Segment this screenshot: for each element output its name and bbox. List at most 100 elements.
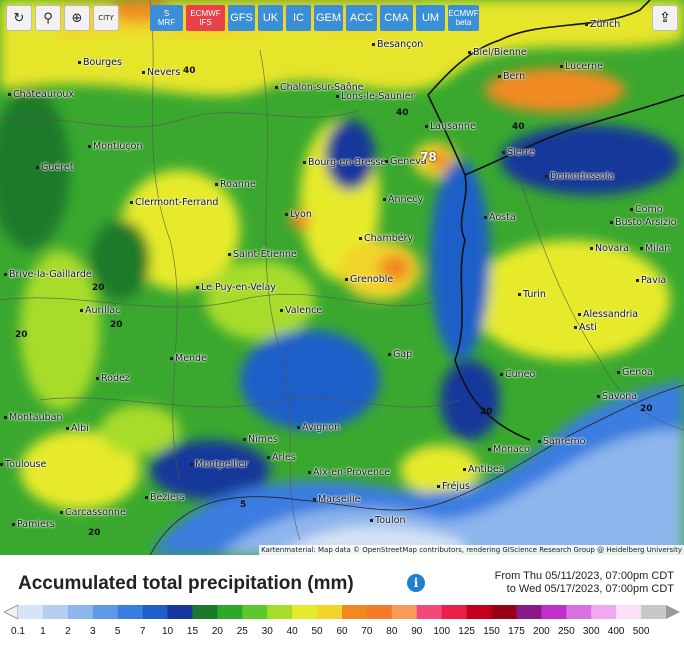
model-label: S — [163, 9, 170, 18]
city-label: Fréjus — [437, 482, 470, 492]
contour-label: 40 — [512, 122, 525, 132]
zoom-icon[interactable]: ⊕ — [64, 5, 90, 31]
legend-value: 30 — [261, 626, 273, 637]
model-button-um[interactable]: UM — [416, 5, 445, 31]
city-label: Rodez — [96, 374, 130, 384]
model-button-s-mrf[interactable]: S MRF — [150, 5, 183, 31]
date-from: From Thu 05/11/2023, 07:00pm CDT — [494, 570, 674, 582]
city-label: Sierre — [502, 148, 535, 158]
city-label: Geneva — [385, 157, 427, 167]
city-label: Domodossola — [545, 172, 614, 182]
city-label: Bern — [498, 72, 525, 82]
info-icon[interactable]: i — [407, 574, 425, 592]
legend-value: 0.1 — [11, 626, 25, 637]
share-icon[interactable]: ⇪ — [652, 5, 678, 31]
legend-value: 70 — [361, 626, 373, 637]
city-label: Alessandria — [578, 310, 638, 320]
model-button-ecmwf-ifs[interactable]: ECMWF IFS — [186, 5, 225, 31]
contour-label: 40 — [396, 108, 409, 118]
city-label: Novara — [590, 244, 629, 254]
city-label: Cuneo — [500, 370, 535, 380]
city-label: Milan — [640, 244, 670, 254]
contour-label: 20 — [92, 283, 105, 293]
legend-swatch — [267, 605, 293, 619]
map-attribution: Kartenmaterial: Map data © OpenStreetMap… — [259, 545, 684, 555]
model-button-cma[interactable]: CMA — [380, 5, 413, 31]
legend-swatch — [217, 605, 243, 619]
city-label: Nîmes — [243, 435, 278, 445]
max-value-label: 78 — [420, 150, 437, 164]
legend-swatch — [441, 605, 468, 619]
legend-swatch — [242, 605, 268, 619]
model-label: ECMWF — [190, 9, 221, 18]
contour-label: 20 — [88, 528, 101, 538]
city-label: Toulon — [370, 516, 406, 526]
model-button-ic[interactable]: IC — [286, 5, 311, 31]
legend-swatch — [92, 605, 119, 619]
city-label: Lucerne — [560, 62, 603, 72]
city-label: Albi — [66, 424, 89, 434]
legend-value: 60 — [336, 626, 348, 637]
location-pin-icon[interactable]: ⚲ — [35, 5, 61, 31]
city-label: Monaco — [488, 445, 530, 455]
city-label: Pavia — [636, 276, 666, 286]
legend-swatch — [317, 605, 343, 619]
legend-value: 250 — [557, 626, 575, 637]
legend-value: 200 — [533, 626, 550, 637]
legend-value: 100 — [433, 626, 451, 637]
legend-value: 5 — [114, 626, 121, 637]
city-label: Grenoble — [345, 275, 393, 285]
legend-value: 400 — [607, 626, 625, 637]
legend-value: 2 — [65, 626, 71, 637]
legend-title: Accumulated total precipitation (mm) — [18, 573, 354, 594]
legend-value: 175 — [508, 626, 525, 637]
city-label: Valence — [280, 306, 322, 316]
city-label: Arles — [267, 453, 296, 463]
color-legend — [4, 604, 680, 620]
city-label: Aix-en-Provence — [308, 468, 390, 478]
model-button-ecmwf-beta[interactable]: ECMWF beta — [448, 5, 479, 31]
legend-labels: 0.1 1 2 3 5 7 10 15 20 25 30 40 50 60 70 80 90 100 125 150 1… — [0, 626, 684, 640]
refresh-icon[interactable]: ↻ — [6, 5, 32, 31]
legend-value: 300 — [582, 626, 600, 637]
legend-swatch — [566, 605, 592, 619]
legend-value: 80 — [386, 626, 398, 637]
model-label: ECMWF — [448, 9, 479, 18]
city-label: Genoa — [617, 368, 653, 378]
model-sublabel: IFS — [199, 18, 212, 27]
city-label: Aosta — [484, 213, 516, 223]
city-label: Annecy — [383, 195, 423, 205]
legend-swatch — [292, 605, 318, 619]
city-label: Sanremo — [538, 437, 585, 447]
legend-swatch — [192, 605, 218, 619]
model-button-uk[interactable]: UK — [258, 5, 283, 31]
city-label: Pamiers — [12, 520, 55, 530]
city-label: Roanne — [215, 180, 256, 190]
city-label: Lyon — [285, 210, 312, 220]
city-label: Montpellier — [190, 460, 248, 470]
city-label: Busto Arsizio — [610, 218, 676, 228]
city-label: Béziers — [145, 493, 185, 503]
legend-value: 1 — [40, 626, 46, 637]
legend-swatch — [67, 605, 94, 619]
city-label: Gap — [388, 350, 412, 360]
legend-value: 15 — [186, 626, 199, 637]
model-button-acc[interactable]: ACC — [346, 5, 377, 31]
city-label: Savona — [597, 392, 637, 402]
legend-swatch — [491, 605, 517, 619]
city-toggle-button[interactable]: CITY — [93, 5, 119, 31]
model-button-gem[interactable]: GEM — [314, 5, 343, 31]
precipitation-map[interactable]: ↻ ⚲ ⊕ CITY S MRF ECMWF IFS GFS UK IC GEM ACC CMA U… — [0, 0, 684, 555]
city-label: Turin — [518, 290, 546, 300]
city-label: Chambéry — [359, 234, 413, 244]
city-label: Como — [630, 205, 663, 215]
legend-swatch — [516, 605, 542, 619]
legend-value: 7 — [139, 626, 146, 637]
city-label: Biel/Bienne — [468, 48, 527, 58]
legend-arrow-low — [4, 604, 19, 620]
model-sublabel: MRF — [157, 18, 176, 27]
date-range: From Thu 05/11/2023, 07:00pm CDT to Wed … — [495, 570, 674, 596]
legend-arrow-high — [666, 605, 680, 619]
model-button-gfs[interactable]: GFS — [228, 5, 255, 31]
date-to: to Wed 05/17/2023, 07:00pm CDT — [506, 583, 674, 595]
